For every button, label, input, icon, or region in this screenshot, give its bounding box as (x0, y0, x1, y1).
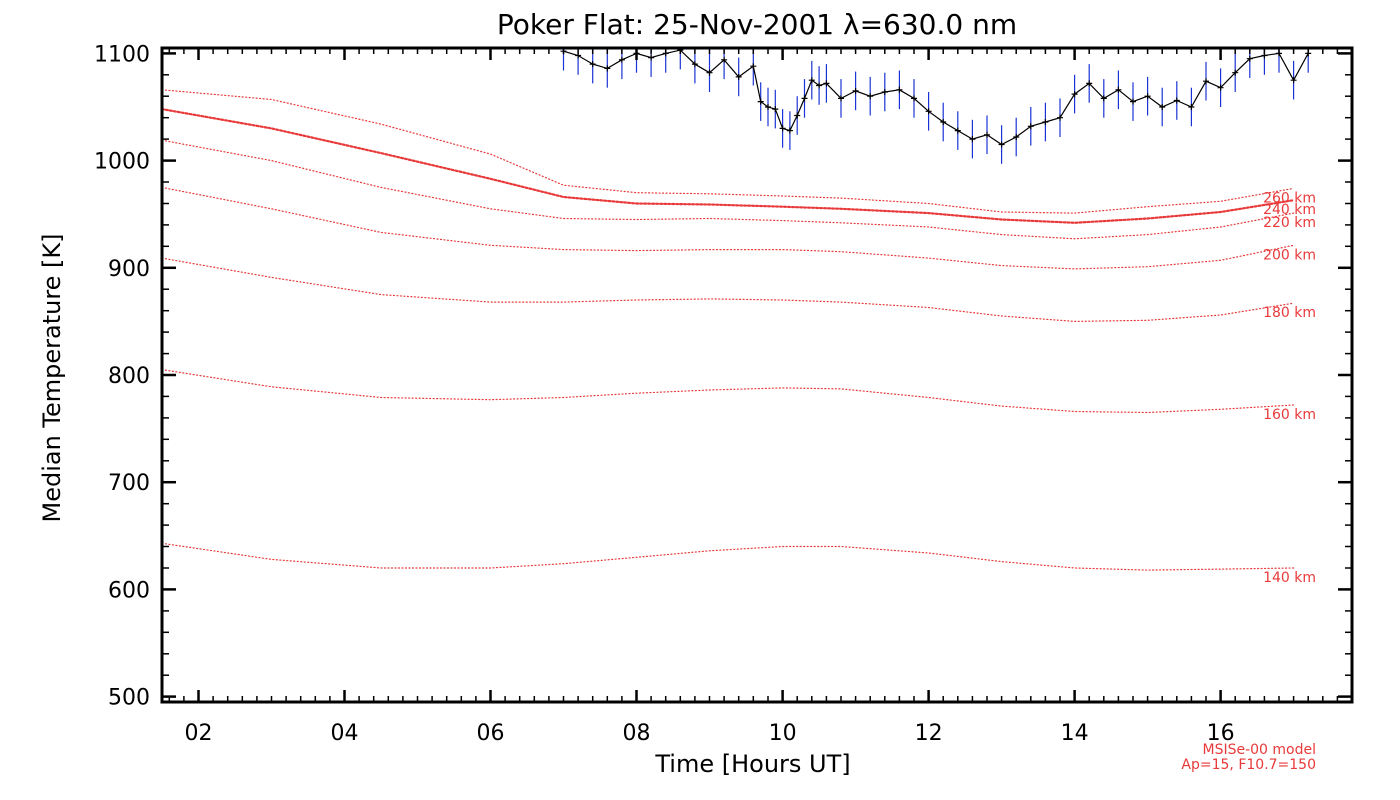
data-point (779, 125, 786, 132)
y-axis-label: Median Temperature [K] (38, 233, 66, 522)
data-point (1100, 95, 1107, 102)
model-curves (162, 89, 1295, 571)
data-point (765, 104, 771, 110)
curve-label-180-km: 180 km (1263, 305, 1316, 321)
data-point (1203, 78, 1209, 85)
data-point (1071, 91, 1078, 98)
model-curve-160-km (162, 369, 1295, 414)
data-point (706, 69, 713, 76)
data-point (1173, 97, 1180, 104)
observed-line (563, 49, 1309, 146)
curve-label-200-km: 200 km (1263, 247, 1316, 263)
x-tick-label: 16 (1207, 721, 1235, 746)
data-point (604, 65, 611, 72)
model-curve-180-km (162, 257, 1295, 323)
data-point (911, 95, 917, 102)
observed-series (560, 48, 1312, 164)
data-point (1013, 134, 1020, 140)
curve-label-260-km: 260 km (1263, 190, 1316, 206)
data-point (801, 95, 808, 102)
data-point (954, 127, 961, 134)
data-point (757, 98, 764, 105)
x-tick-label: 02 (185, 721, 213, 746)
data-point (750, 63, 757, 70)
x-tick-label: 08 (623, 721, 651, 746)
x-axis-label: Time [Hours UT] (654, 750, 850, 778)
data-point (1086, 80, 1093, 87)
data-point (772, 106, 779, 113)
x-tick-label: 06 (477, 721, 505, 746)
y-tick-label: 600 (108, 578, 150, 603)
model-curve-240-km (162, 107, 1295, 224)
data-point (786, 127, 793, 134)
data-point (925, 108, 932, 115)
data-point (823, 80, 830, 87)
data-point (1217, 84, 1224, 91)
model-curve-260-km (162, 89, 1295, 214)
data-point (998, 141, 1005, 148)
data-point (940, 119, 947, 125)
data-point (808, 77, 815, 84)
data-point (1057, 114, 1063, 121)
chart-title: Poker Flat: 25-Nov-2001 λ=630.0 nm (497, 8, 1017, 41)
y-tick-label: 1100 (94, 42, 150, 67)
model-curve-140-km (162, 542, 1295, 571)
x-tick-label: 04 (331, 721, 359, 746)
x-tick-label: 12 (915, 721, 943, 746)
data-point (896, 86, 903, 93)
data-point (618, 56, 625, 63)
axis-ticks: 02 04 06 08 10 12 14 16 500 600 700 800 900 1000 1100 (94, 42, 1353, 746)
data-point (984, 131, 990, 138)
y-tick-label: 500 (108, 686, 150, 711)
curve-label-160-km: 160 km (1263, 407, 1316, 423)
data-point (648, 54, 655, 61)
curve-label-240-km: 240 km (1263, 202, 1316, 218)
data-point (1232, 69, 1239, 76)
x-tick-label: 14 (1061, 721, 1089, 746)
data-point (1144, 93, 1151, 100)
data-point (1042, 119, 1049, 125)
data-point (794, 112, 801, 119)
y-tick-label: 900 (108, 257, 150, 282)
model-annotation-line1: MSISe-00 model (1202, 742, 1316, 758)
data-point (969, 136, 976, 143)
data-point (1290, 77, 1297, 84)
data-point (1159, 104, 1166, 110)
data-point (1246, 55, 1253, 62)
data-point (816, 82, 823, 89)
data-point (881, 89, 888, 95)
x-tick-label: 10 (769, 721, 797, 746)
data-point (735, 73, 742, 80)
curve-label-220-km: 220 km (1263, 215, 1316, 231)
data-point (1027, 123, 1034, 130)
y-tick-label: 1000 (94, 150, 150, 175)
data-point (838, 95, 844, 102)
curve-label-140-km: 140 km (1263, 570, 1316, 586)
data-point (1188, 104, 1195, 110)
data-point (721, 56, 728, 63)
data-point (852, 87, 859, 94)
model-annotation-line2: Ap=15, F10.7=150 (1181, 757, 1316, 773)
data-point (867, 93, 874, 100)
data-point (1130, 98, 1136, 105)
model-curve-200-km (162, 186, 1295, 270)
y-tick-label: 800 (108, 364, 150, 389)
data-point (589, 61, 596, 68)
data-point (1115, 86, 1122, 93)
plot-frame (160, 46, 1354, 704)
y-tick-label: 700 (108, 471, 150, 496)
model-curve-220-km (162, 139, 1295, 240)
data-point (691, 61, 698, 68)
